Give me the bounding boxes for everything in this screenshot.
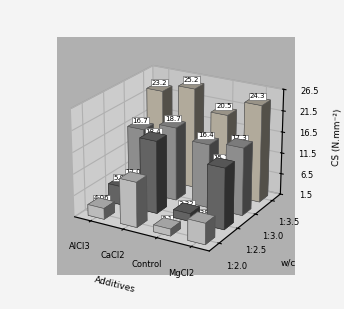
Y-axis label: w/c: w/c bbox=[280, 259, 295, 268]
X-axis label: Additives: Additives bbox=[93, 275, 136, 294]
